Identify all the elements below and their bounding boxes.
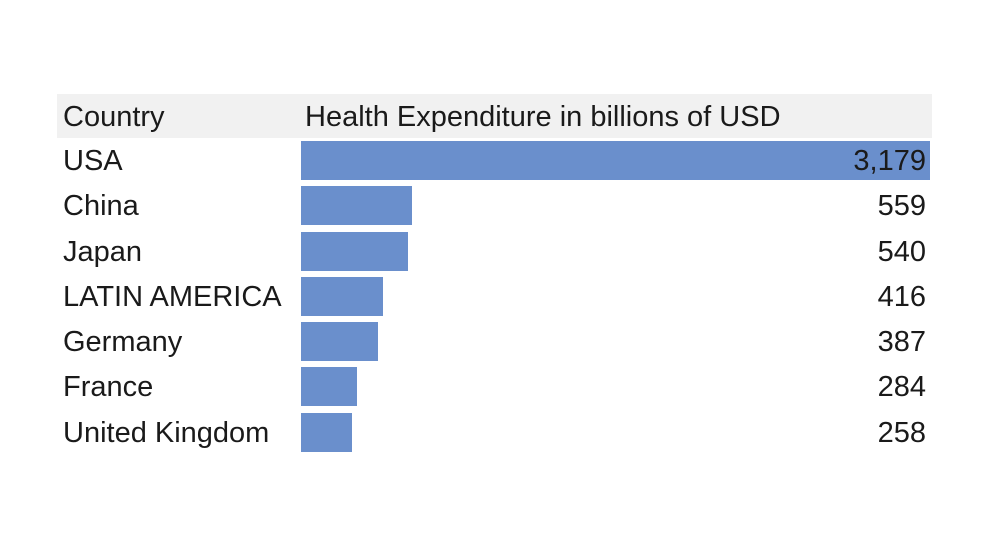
expenditure-bar: [301, 276, 384, 316]
table-body: USA 3,179 China 559 Japan 540 LATIN AMERICA 416…: [57, 138, 932, 455]
country-label: Germany: [63, 326, 183, 359]
expenditure-value-label: 284: [877, 371, 926, 404]
table-row: LATIN AMERICA 416: [57, 274, 932, 319]
table-row: USA 3,179: [57, 138, 932, 183]
expenditure-bar: [301, 412, 353, 452]
country-column-header: Country: [63, 101, 165, 133]
expenditure-value-label: 559: [877, 190, 926, 223]
expenditure-column-header: Health Expenditure in billions of USD: [305, 101, 781, 133]
table-row: France 284: [57, 364, 932, 409]
table-row: United Kingdom 258: [57, 410, 932, 455]
country-label: China: [63, 190, 139, 223]
country-label: France: [63, 371, 154, 404]
expenditure-bar: [301, 367, 358, 407]
expenditure-bar: [301, 186, 412, 226]
expenditure-value-label: 3,179: [853, 145, 926, 177]
health-expenditure-table: Country Health Expenditure in billions o…: [57, 94, 932, 455]
country-label: United Kingdom: [63, 416, 270, 449]
table-row: China 559: [57, 183, 932, 228]
expenditure-value-label: 416: [877, 280, 926, 313]
country-label: USA: [63, 145, 123, 177]
expenditure-bar: [301, 322, 378, 362]
expenditure-value-label: 540: [877, 235, 926, 268]
expenditure-value-label: 258: [877, 416, 926, 449]
expenditure-value-label: 387: [877, 326, 926, 359]
table-header: Country Health Expenditure in billions o…: [57, 94, 932, 138]
country-label: LATIN AMERICA: [63, 280, 282, 313]
expenditure-bar: [301, 231, 408, 271]
table-row: Japan 540: [57, 229, 932, 274]
country-label: Japan: [63, 235, 143, 268]
table-row: Germany 387: [57, 319, 932, 364]
expenditure-bar: [301, 141, 930, 180]
